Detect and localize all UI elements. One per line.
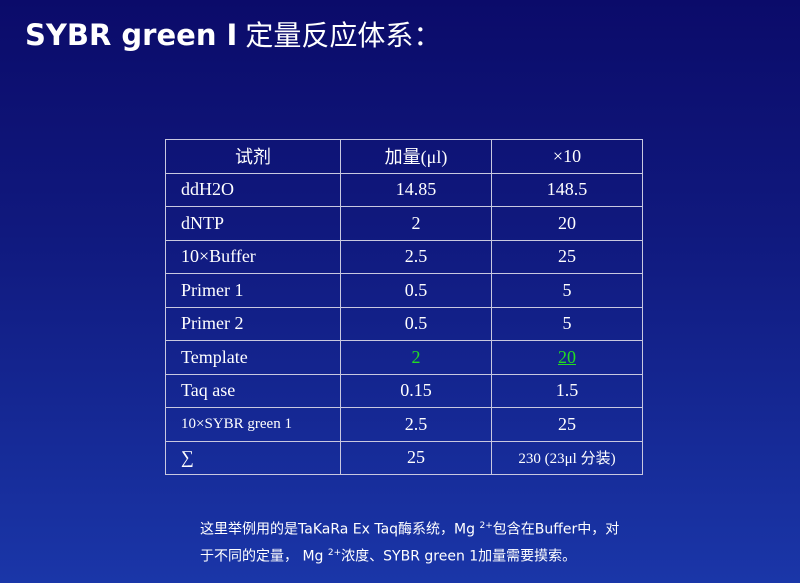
table-row: Taq ase 0.15 1.5 (165, 373, 643, 408)
table-cell: 25 (491, 239, 643, 274)
table-cell: 2 (340, 206, 492, 241)
table-cell: Taq ase (165, 373, 341, 408)
cell-text: Taq ase (181, 380, 236, 401)
table-cell: Primer 1 (165, 273, 341, 308)
cell-text: 0.5 (404, 313, 428, 334)
table-row: 10×Buffer 2.5 25 (165, 239, 643, 274)
table-cell: 2 (340, 340, 492, 375)
table-row: dNTP 2 20 (165, 206, 643, 241)
cell-text: 5 (562, 279, 572, 300)
cell-text: 加量(μl) (384, 147, 448, 168)
table-cell: 5 (491, 306, 643, 341)
cell-text: dNTP (181, 212, 225, 233)
table-cell: 25 (491, 407, 643, 442)
cell-text: 10×Buffer (181, 246, 256, 267)
table-cell: 加量(μl) (340, 139, 492, 174)
table-cell: 10×Buffer (165, 239, 341, 274)
cell-text: Primer 1 (181, 279, 244, 300)
cell-text: ∑ (181, 447, 194, 468)
table-cell: 148.5 (491, 172, 643, 207)
title-chinese: 定量反应体系： (245, 19, 442, 52)
cell-text: Primer 2 (181, 313, 244, 334)
cell-text: 25 (558, 246, 576, 267)
cell-text: ×10 (552, 145, 582, 166)
cell-text: ddH2O (181, 179, 234, 200)
table-cell: ×10 (491, 139, 643, 174)
table-row: 10×SYBR green 1 2.5 25 (165, 407, 643, 442)
cell-text: 0.5 (404, 279, 428, 300)
table-cell: 14.85 (340, 172, 492, 207)
cell-text: 25 (558, 413, 576, 434)
table-cell: 试剂 (165, 139, 341, 174)
cell-text: 5 (562, 313, 572, 334)
note-text: 2+ (327, 547, 342, 558)
title-latin: SYBR green I (25, 18, 238, 52)
table-row: ddH2O 14.85 148.5 (165, 172, 643, 207)
cell-text: 20 (558, 212, 576, 233)
table-row: Template 2 20 (165, 340, 643, 375)
table-cell: ddH2O (165, 172, 341, 207)
table-cell: 25 (340, 440, 492, 475)
table-row: ∑ 25 230 (23μl 分装) (165, 440, 643, 475)
table-row: Primer 2 0.5 5 (165, 306, 643, 341)
table-cell: 0.5 (340, 273, 492, 308)
cell-text: 230 (23μl 分装) (518, 451, 616, 468)
table-cell: 2.5 (340, 407, 492, 442)
reagent-table: 试剂 加量(μl) ×10 ddH2O 14.85 148.5 dNTP 2 20 10×Buff… (165, 139, 643, 475)
table-cell: Primer 2 (165, 306, 341, 341)
table-cell: 1.5 (491, 373, 643, 408)
table-cell: 230 (23μl 分装) (491, 440, 643, 475)
table-cell: ∑ (165, 440, 341, 475)
cell-text: 2 (411, 346, 421, 367)
table-cell: 5 (491, 273, 643, 308)
cell-text: Template (181, 346, 248, 367)
footnote: 这里举例用的是TaKaRa Ex Taq酶系统，Mg 2+包含在Buffer中，… (200, 515, 620, 568)
table-cell: 0.15 (340, 373, 492, 408)
cell-text: 148.5 (546, 179, 588, 200)
title: SYBR green I 定量反应体系： (25, 14, 441, 54)
cell-text: 20 (558, 346, 576, 367)
table-row: Primer 1 0.5 5 (165, 273, 643, 308)
table-cell: Template (165, 340, 341, 375)
table-cell: 10×SYBR green 1 (165, 407, 341, 442)
note-text: 包含在Buffer中，对于不同的定量， Mg (200, 521, 620, 565)
cell-text: 2.5 (404, 413, 428, 434)
table-cell: dNTP (165, 206, 341, 241)
table-cell: 20 (491, 206, 643, 241)
table-cell: 2.5 (340, 239, 492, 274)
cell-text: 1.5 (555, 380, 579, 401)
cell-text: 2 (411, 212, 421, 233)
table-cell: 20 (491, 340, 643, 375)
table-row: 试剂 加量(μl) ×10 (165, 139, 643, 174)
note-text: 这里举例用的是TaKaRa Ex Taq酶系统，Mg (200, 521, 480, 538)
cell-text: 25 (407, 447, 425, 468)
cell-text: 2.5 (404, 246, 428, 267)
cell-text: 14.85 (395, 179, 437, 200)
cell-text: 10×SYBR green 1 (181, 415, 292, 432)
cell-text: 0.15 (400, 380, 432, 401)
note-text: 2+ (479, 521, 493, 531)
note-text: 浓度、SYBR green 1加量需要摸索。 (341, 548, 577, 565)
table-cell: 0.5 (340, 306, 492, 341)
cell-text: 试剂 (235, 147, 271, 168)
